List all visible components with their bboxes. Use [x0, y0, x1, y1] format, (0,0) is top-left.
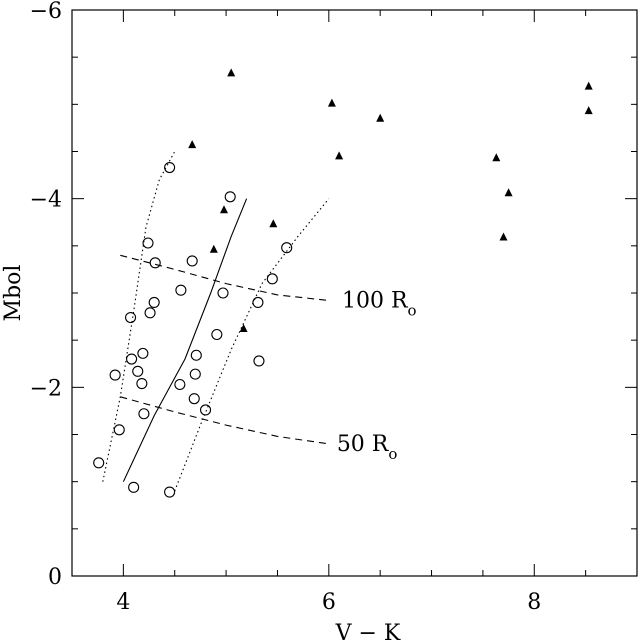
- x-tick-label: 8: [527, 590, 541, 615]
- dashed-line: [120, 396, 329, 445]
- triangle-point: [227, 68, 236, 77]
- circle-point: [211, 328, 223, 341]
- circle-point: [125, 311, 137, 324]
- triangle-point: [376, 113, 385, 122]
- y-tick-label: −6: [30, 0, 62, 24]
- triangle-point: [269, 219, 278, 228]
- triangle-point: [239, 324, 248, 332]
- circle-point: [137, 347, 149, 359]
- circle-point: [281, 242, 293, 254]
- radius-label: 100 Ro: [342, 289, 417, 320]
- triangle-point: [188, 140, 197, 149]
- circle-point: [128, 481, 140, 493]
- circle-point: [164, 161, 176, 174]
- dashed-line: [120, 254, 329, 302]
- radius-subscript: o: [388, 445, 397, 463]
- circle-point: [252, 296, 264, 308]
- circle-point: [175, 284, 187, 296]
- circle-point: [126, 353, 138, 365]
- circle-point: [148, 296, 160, 308]
- triangle-point: [220, 205, 228, 214]
- dotted-line: [102, 151, 176, 482]
- circle-point: [142, 237, 154, 249]
- circle-point: [199, 404, 212, 416]
- circle-point: [190, 349, 202, 361]
- x-tick-label: 4: [116, 590, 130, 615]
- x-axis-title: V − K: [335, 621, 401, 644]
- circle-point: [93, 457, 105, 469]
- triangle-point: [209, 244, 218, 253]
- circle-point: [164, 486, 176, 498]
- triangle-point: [492, 153, 501, 162]
- circle-point: [144, 307, 156, 319]
- circle-point: [136, 378, 148, 390]
- triangle-point: [499, 232, 508, 241]
- circle-point: [253, 355, 265, 367]
- circle-point: [132, 365, 144, 377]
- circle-point: [186, 255, 198, 267]
- circle-point: [188, 393, 200, 405]
- circle-point: [174, 378, 186, 391]
- triangle-point: [327, 98, 336, 107]
- y-tick-label: −2: [30, 376, 62, 401]
- circle-point: [224, 191, 236, 203]
- circle-point: [109, 369, 121, 381]
- circle-point: [149, 257, 161, 269]
- circle-point: [189, 368, 201, 380]
- model-lines: [102, 151, 330, 492]
- radius-subscript: o: [408, 302, 417, 320]
- dotted-line: [174, 198, 330, 492]
- circle-point: [113, 424, 125, 436]
- triangle-point: [584, 81, 593, 90]
- axis-ticks: [71, 9, 638, 577]
- solid-line: [122, 198, 248, 482]
- tick-labels: 4 6 8 0 −2 −4 −6: [30, 0, 542, 615]
- radius-label: 50 Ro: [337, 432, 398, 463]
- y-tick-label: 0: [48, 565, 62, 590]
- circle-point: [266, 273, 278, 285]
- data-points: [93, 68, 593, 498]
- triangle-point: [504, 188, 513, 197]
- annotations: 100 Ro 50 Ro: [337, 289, 417, 463]
- triangle-point: [335, 151, 344, 160]
- triangle-point: [584, 106, 593, 115]
- y-axis-title: Mbol: [1, 265, 26, 322]
- y-tick-label: −4: [30, 188, 62, 213]
- circle-point: [217, 287, 229, 299]
- circle-point: [138, 408, 150, 420]
- x-tick-label: 6: [322, 590, 336, 615]
